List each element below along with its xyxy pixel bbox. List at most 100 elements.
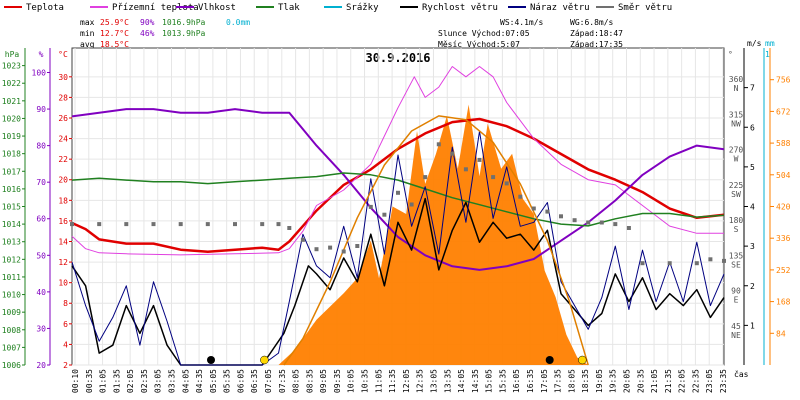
celsius-tick-label: 24	[58, 135, 68, 144]
x-tick-label: 15:35	[498, 369, 507, 393]
series-naraz-vetru	[71, 130, 725, 366]
svg-text:Srážky: Srážky	[346, 3, 379, 13]
rain-axis-tick: 1	[765, 50, 770, 59]
x-tick-label: 23:05	[705, 369, 714, 393]
x-tick-label: 11:35	[388, 369, 397, 393]
wind-direction-point	[368, 204, 373, 209]
stat-avg-label: avg	[80, 40, 95, 49]
percent-tick-label: 90	[36, 105, 46, 114]
wind-direction-point	[70, 222, 74, 227]
direction-compass-label: SW	[731, 190, 741, 199]
moonset-marker	[545, 356, 554, 364]
wind-direction-point	[599, 220, 604, 225]
sun-rise: Slunce Východ:07:05	[438, 29, 530, 38]
hpa-tick-label: 1016	[2, 185, 21, 194]
x-tick-label: 16:05	[512, 369, 521, 393]
hpa-tick-label: 1020	[2, 114, 21, 123]
x-tick-label: 06:35	[250, 369, 259, 393]
wind-direction-point	[694, 261, 699, 266]
wind-direction-point	[477, 157, 482, 162]
wind-tick-label: 5	[750, 163, 755, 172]
direction-tick-label: 180	[729, 216, 744, 225]
percent-tick-label: 20	[36, 361, 46, 370]
wind-direction-point	[287, 226, 292, 230]
wind-direction-point	[436, 142, 441, 147]
legend-item-tlak: Tlak	[256, 3, 300, 13]
wind-direction-points	[70, 142, 726, 266]
hpa-tick-label: 1023	[2, 62, 21, 71]
astro-markers	[207, 355, 587, 365]
wind-direction-point	[276, 222, 281, 227]
solar-tick-label: 588	[776, 139, 791, 148]
wind-direction-point	[586, 220, 591, 225]
celsius-tick-label: 6	[63, 320, 68, 329]
hpa-tick-label: 1018	[2, 150, 21, 159]
wind-direction-point	[545, 209, 550, 214]
celsius-tick-label: 22	[58, 155, 68, 164]
direction-compass-label: SE	[731, 260, 741, 269]
wind-direction-point	[463, 167, 468, 172]
celsius-tick-label: 16	[58, 217, 68, 226]
hpa-tick-label: 1010	[2, 291, 21, 300]
x-tick-label: 03:35	[168, 369, 177, 393]
x-tick-label: 12:05	[402, 369, 411, 393]
celsius-tick-label: 20	[58, 176, 68, 185]
x-tick-label: 15:05	[485, 369, 494, 393]
series-rychlost-vetru	[71, 197, 725, 366]
svg-text:Vlhkost: Vlhkost	[198, 3, 236, 13]
hpa-tick-label: 1021	[2, 97, 21, 106]
x-tick-label: 07:05	[264, 369, 273, 393]
x-tick-label: 00:10	[71, 369, 80, 393]
stat-min-temp: 12.7°C	[100, 29, 129, 38]
celsius-tick-label: 4	[63, 340, 68, 349]
svg-text:Tlak: Tlak	[278, 3, 300, 13]
wind-direction-point	[640, 261, 645, 266]
x-tick-label: 13:05	[429, 369, 438, 393]
stats-block: max 25.9°C 90% 1016.9hPa 0.0mm min 12.7°…	[80, 18, 250, 49]
direction-tick-label: 225	[729, 181, 744, 190]
sunrise-marker	[260, 355, 269, 365]
wind-direction-point	[382, 212, 387, 217]
x-tick-label: 12:35	[416, 369, 425, 393]
wind-direction-point	[559, 214, 563, 219]
wind-tick-label: 3	[750, 242, 755, 251]
series-prizemni-teplota	[71, 66, 724, 256]
celsius-tick-label: 28	[58, 93, 68, 102]
percent-tick-label: 30	[36, 324, 46, 333]
x-tick-label: 05:05	[209, 369, 218, 393]
svg-text:Přízemní teplota: Přízemní teplota	[112, 3, 199, 13]
solar-tick-label: 504	[776, 171, 791, 180]
celsius-tick-label: 26	[58, 114, 68, 123]
legend-item-naraz-vetru: Náraz větru	[508, 3, 590, 13]
x-tick-label: 01:35	[112, 369, 121, 393]
x-tick-label: 22:05	[678, 369, 687, 393]
hpa-tick-label: 1019	[2, 132, 21, 141]
wind-direction-point	[355, 244, 360, 248]
svg-text:Teplota: Teplota	[26, 3, 64, 13]
svg-text:Náraz větru: Náraz větru	[530, 3, 590, 13]
legend-item-vlhkost: Vlhkost	[176, 3, 236, 13]
x-tick-label: 10:05	[347, 369, 356, 393]
x-tick-label: 02:05	[126, 369, 135, 393]
direction-compass-label: E	[734, 296, 739, 305]
wind-direction-point	[97, 222, 102, 227]
hpa-tick-label: 1011	[2, 273, 21, 282]
direction-tick-label: 135	[729, 251, 744, 260]
series-vlhkost	[71, 108, 725, 271]
x-tick-label: 19:05	[595, 369, 604, 393]
x-tick-label: 11:05	[374, 369, 383, 393]
x-tick-label: 14:05	[457, 369, 466, 393]
wind-tick-label: 4	[750, 203, 755, 212]
rain-axis-unit: mm	[765, 39, 775, 48]
wind-axis-unit: m/s	[747, 39, 762, 48]
sunset-marker	[578, 355, 587, 365]
solar-tick-label: 756	[776, 76, 791, 85]
hpa-tick-label: 1009	[2, 308, 21, 317]
x-tick-label: 10:35	[361, 369, 370, 393]
celsius-tick-label: 2	[63, 361, 68, 370]
series-solar-theoretical	[283, 115, 589, 366]
wind-tick-label: 7	[750, 84, 755, 93]
wind-direction-point	[626, 226, 631, 230]
wind-direction-point	[423, 175, 428, 180]
stat-avg-temp: 18.5°C	[100, 40, 129, 49]
